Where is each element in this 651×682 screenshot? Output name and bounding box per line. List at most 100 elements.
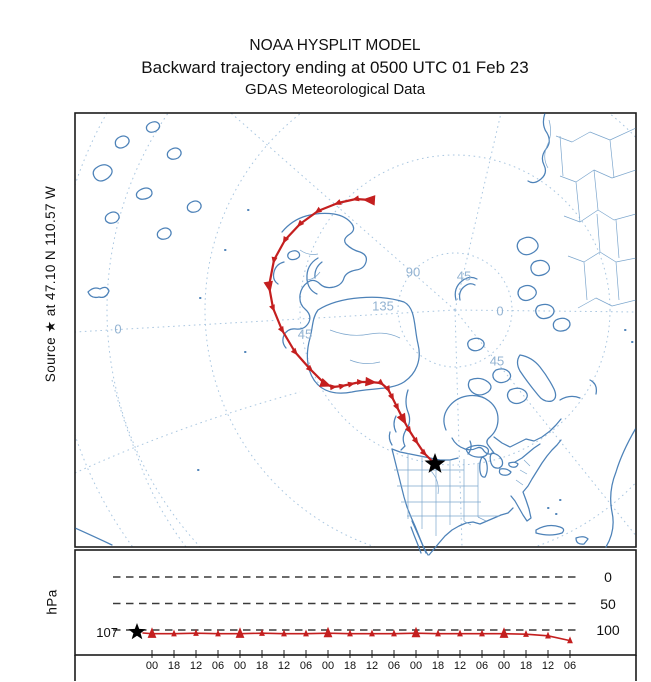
pressure-marker [391,629,397,637]
time-tick-label: 06 [211,660,225,672]
map-grid-label: 45 [456,268,472,284]
pressure-marker [235,627,245,638]
trajectory-marker [277,326,285,334]
pressure-axis-label: hPa [44,589,60,615]
pressure-source-star [128,623,146,640]
time-tick-label: 18 [431,660,445,672]
panel-frames [74,112,637,681]
time-tick-label: 06 [387,660,401,672]
figure-title: NOAA HYSPLIT MODEL [249,37,421,54]
pressure-marker [193,629,199,636]
source-location-label: Source ★ at 47.10 N 110.57 W [43,185,58,383]
time-tick-label: 00 [409,660,423,672]
pressure-level-label: 50 [600,595,616,612]
frame-spurs [74,655,637,681]
pressure-trajectory [142,626,573,644]
trajectory-marker [333,199,342,205]
pressure-marker [323,626,333,638]
time-tick-label: 00 [233,660,247,672]
pressure-marker [457,629,463,637]
time-tick-label: 12 [277,660,291,672]
time-tick-label: 18 [255,660,269,672]
time-tick-label: 12 [453,660,467,672]
coastlines [75,113,636,556]
pressure-marker [281,629,287,637]
pressure-panel-frame [74,549,637,656]
map-grid-label: 45 [489,353,505,369]
trajectory-marker [393,403,399,411]
time-tick-label: 18 [519,660,533,672]
trajectory-marker [376,378,385,386]
trajectory-marker [388,393,394,401]
trajectory-marker [365,376,377,387]
time-axis-ticks [151,650,571,658]
pressure-marker [567,636,573,644]
trajectory-marker [329,384,338,391]
map-trajectory-line [267,197,437,466]
trajectory-marker [419,448,428,457]
time-tick-label: 00 [145,660,159,672]
map-source-star [424,453,446,473]
title-block: NOAA HYSPLIT MODEL Backward trajectory e… [35,36,635,100]
pressure-level-label: 100 [596,622,620,638]
pressure-marker [303,629,309,637]
trajectory-marker [351,195,360,202]
map-grid-label: 135 [372,298,394,314]
map-grid-label: 90 [405,264,421,280]
time-tick-label: 18 [343,660,357,672]
source-stars [128,453,446,640]
time-tick-label: 12 [365,660,379,672]
pressure-grid-lines [113,576,580,631]
pressure-marker [347,629,353,637]
time-tick-label: 00 [497,660,511,672]
trajectory-marker [271,256,278,265]
time-tick-label: 18 [167,660,181,672]
trajectory-marker [396,412,407,426]
trajectory-marker [362,195,376,206]
time-tick-label: 12 [189,660,203,672]
figure-subtitle: Backward trajectory ending at 0500 UTC 0… [141,58,529,77]
pressure-marker [545,631,551,639]
pressure-marker [147,627,157,638]
start-pressure-value: 107 [96,625,118,640]
trajectory-marker [282,236,290,244]
trajectory-marker [384,385,390,393]
map-frame [74,112,637,548]
trajectory-marker [357,379,365,385]
map-grid-label: 45 [297,326,313,342]
map-trajectory [263,195,437,466]
pressure-marker [259,629,265,636]
pressure-marker [523,630,529,637]
trajectory-marker [347,381,356,388]
trajectory-marker [290,347,298,356]
map-graticule [75,113,636,547]
time-tick-label: 00 [321,660,335,672]
trajectory-marker [314,206,323,214]
pressure-marker [171,629,177,637]
pressure-marker [435,629,441,637]
trajectory-marker [269,304,275,313]
interior-boundaries [299,119,636,536]
trajectory-marker [296,219,305,228]
pressure-marker [479,629,485,637]
pressure-marker [411,626,421,638]
map-grid-label: 0 [496,303,504,319]
pressure-marker [215,629,221,637]
trajectory-marker [263,280,273,293]
trajectory-marker [411,436,419,445]
pressure-level-label: 0 [604,569,612,585]
pressure-marker [369,629,375,637]
time-tick-label: 06 [563,660,577,672]
trajectory-marker [404,425,412,434]
met-data-label: GDAS Meteorological Data [244,81,426,98]
pressure-marker [499,627,509,638]
trajectory-marker [305,364,314,373]
time-tick-label: 12 [541,660,555,672]
trajectory-marker [338,383,347,390]
time-tick-label: 06 [475,660,489,672]
map-grid-label: 0 [114,321,122,337]
time-tick-label: 06 [299,660,313,672]
trajectory-marker [319,378,332,387]
